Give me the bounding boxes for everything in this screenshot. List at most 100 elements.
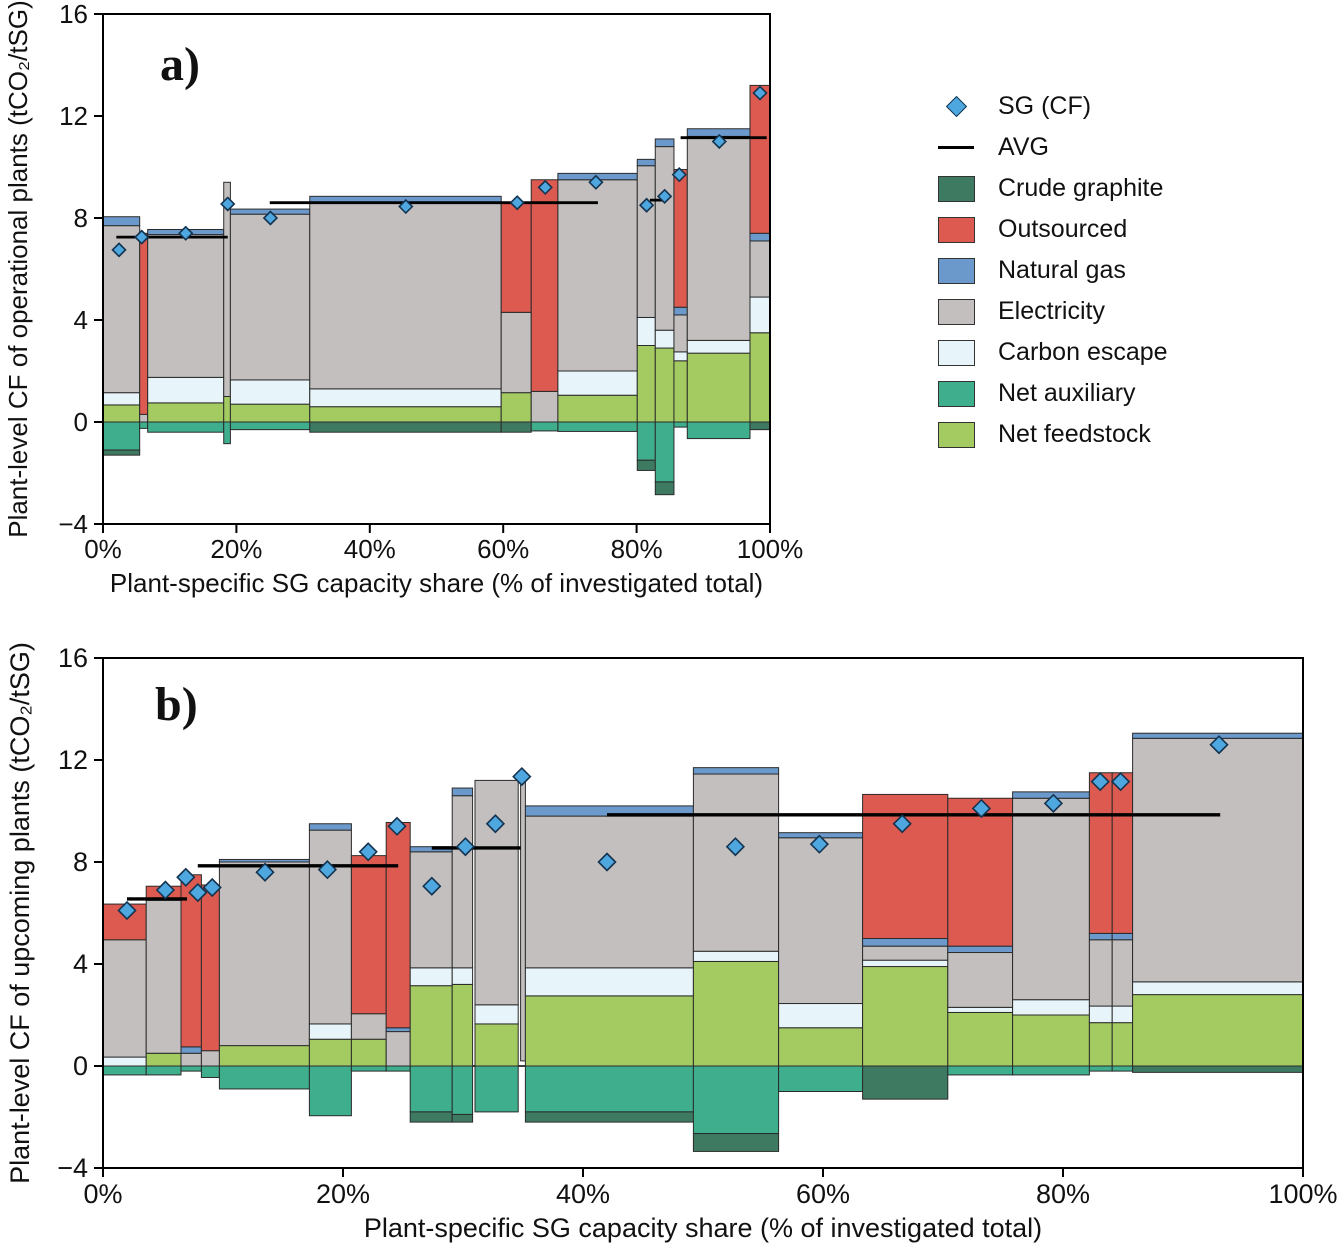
bar-segment-carbon_escape [1012, 999, 1090, 1016]
bar-segment-crude_graphite [749, 421, 771, 431]
bar-segment-net_auxiliary [557, 421, 638, 432]
bar-segment-electricity [218, 861, 310, 1047]
legend-swatch-net_auxiliary [928, 380, 984, 407]
sg-cf-point [971, 798, 992, 819]
sg-cf-point [588, 174, 604, 190]
bar-segment-net_auxiliary [654, 421, 675, 483]
bar-segment-carbon_escape [309, 388, 502, 408]
sg-cf-point [509, 195, 525, 211]
sg-cf-point [178, 225, 194, 241]
legend-key-crude_graphite [937, 175, 975, 202]
y-tick-label: 0 [74, 407, 88, 437]
bar-segment-net_feedstock [778, 1027, 864, 1067]
bar-segment-natural_gas [862, 938, 949, 947]
bar-segment-net_feedstock [1111, 1022, 1134, 1067]
bar-segment-net_feedstock [1088, 1022, 1113, 1067]
sg-cf-point [398, 198, 414, 215]
bar-segment-electricity [1111, 939, 1134, 1007]
sg-cf-point [656, 188, 673, 204]
bar-segment-net_feedstock [223, 396, 231, 423]
bar-segment-outsourced [862, 793, 949, 939]
bar-segment-net_auxiliary [1111, 1065, 1134, 1072]
x-tick-label: 80% [611, 534, 663, 564]
sg-cf-point [1209, 735, 1229, 755]
bar-segment-electricity [500, 311, 532, 394]
bar-segment-net_feedstock [218, 1045, 310, 1067]
bar-segment-electricity [350, 1013, 387, 1040]
bar-segment-carbon_escape [947, 1006, 1014, 1013]
plot-frame [102, 657, 1304, 1169]
bar-segment-natural_gas [1088, 932, 1113, 941]
bar-segment-electricity [557, 179, 638, 372]
bar-segment-net_feedstock [350, 1038, 387, 1067]
bar-segment-crude_graphite [862, 1065, 949, 1100]
legend-key-sg_cf [945, 95, 967, 118]
x-tick-label: 80% [1036, 1179, 1090, 1209]
plot-frame [102, 13, 771, 525]
bar-segment-net_auxiliary [409, 1065, 453, 1113]
sg-cf-point [255, 862, 275, 882]
y-tick-label: 0 [73, 1051, 88, 1081]
bar-segment-electricity [409, 851, 453, 969]
x-tick-label: 0% [83, 1179, 122, 1209]
bar-segment-net_auxiliary [145, 1065, 182, 1076]
x-tick-label: 40% [556, 1179, 610, 1209]
bar-segment-carbon_escape [524, 967, 694, 997]
x-axis-title: Plant-specific SG capacity share (% of i… [110, 568, 763, 598]
legend-item-outsourced: Outsourced [928, 209, 1168, 250]
bar-segment-net_auxiliary [636, 421, 656, 461]
bar-segment-electricity [862, 945, 949, 961]
legend-swatch-electricity [928, 298, 984, 325]
bar-segment-crude_graphite [102, 449, 141, 456]
x-axis-title: Plant-specific SG capacity share (% of i… [364, 1213, 1042, 1243]
legend-label: Electricity [998, 297, 1105, 325]
avg-line-icon [928, 146, 984, 149]
y-tick-label: 4 [73, 949, 88, 979]
bar-segment-carbon_escape [409, 967, 453, 987]
bar-segment-carbon_escape [862, 959, 949, 968]
bar-segment-net_auxiliary [530, 421, 559, 432]
bar-segment-net_feedstock [749, 332, 771, 423]
bar-segment-crude_graphite [309, 421, 502, 433]
sg-cf-point [111, 242, 127, 258]
bar-segment-electricity [309, 202, 502, 390]
sg-cf-point [1110, 772, 1131, 792]
bar-segment-net_feedstock [474, 1023, 519, 1067]
y-tick-label: −4 [58, 509, 88, 539]
legend-swatch-outsourced [928, 216, 984, 243]
legend-item-net_auxiliary: Net auxiliary [928, 373, 1168, 414]
bar-segment-carbon_escape [636, 316, 656, 347]
bar-segment-net_feedstock [947, 1011, 1014, 1067]
x-tick-label: 20% [210, 534, 262, 564]
legend-swatch-natural_gas [928, 257, 984, 284]
sg-cf-point [134, 229, 150, 245]
bar-segment-crude_graphite [692, 1133, 780, 1152]
sg-cf-point [455, 837, 476, 857]
sg-cf-point [597, 852, 617, 872]
x-tick-label: 40% [344, 534, 396, 564]
y-tick-label: 16 [59, 0, 88, 29]
y-axis-title: Plant-level CF of operational plants (tC… [3, 0, 33, 538]
y-tick-label: 12 [58, 745, 88, 775]
bar-segment-net_feedstock [557, 394, 638, 423]
sg-cf-point [892, 814, 912, 834]
x-tick-label: 100% [1268, 1179, 1337, 1209]
bar-segment-net_auxiliary [385, 1065, 411, 1072]
legend-key-avg [938, 146, 974, 149]
legend-key-net_auxiliary [937, 380, 975, 407]
bar-segment-crude_graphite [524, 1111, 694, 1123]
y-tick-label: 8 [74, 203, 88, 233]
bar-segment-outsourced [1088, 772, 1113, 934]
bar-segment-outsourced [200, 884, 220, 1052]
bar-segment-net_feedstock [229, 403, 311, 423]
y-axis-title: Plant-level CF of upcoming plants (tCO₂/… [5, 642, 35, 1184]
bar-segment-net_feedstock [686, 352, 751, 423]
legend-swatch-net_feedstock [928, 421, 984, 448]
bar-segment-natural_gas [308, 823, 352, 831]
legend-label: Natural gas [998, 256, 1126, 284]
legend-key-natural_gas [937, 257, 975, 284]
bar-segment-electricity [947, 952, 1014, 1008]
x-tick-label: 20% [316, 1179, 370, 1209]
bar-segment-net_auxiliary [229, 421, 311, 431]
y-tick-label: 16 [58, 643, 88, 673]
